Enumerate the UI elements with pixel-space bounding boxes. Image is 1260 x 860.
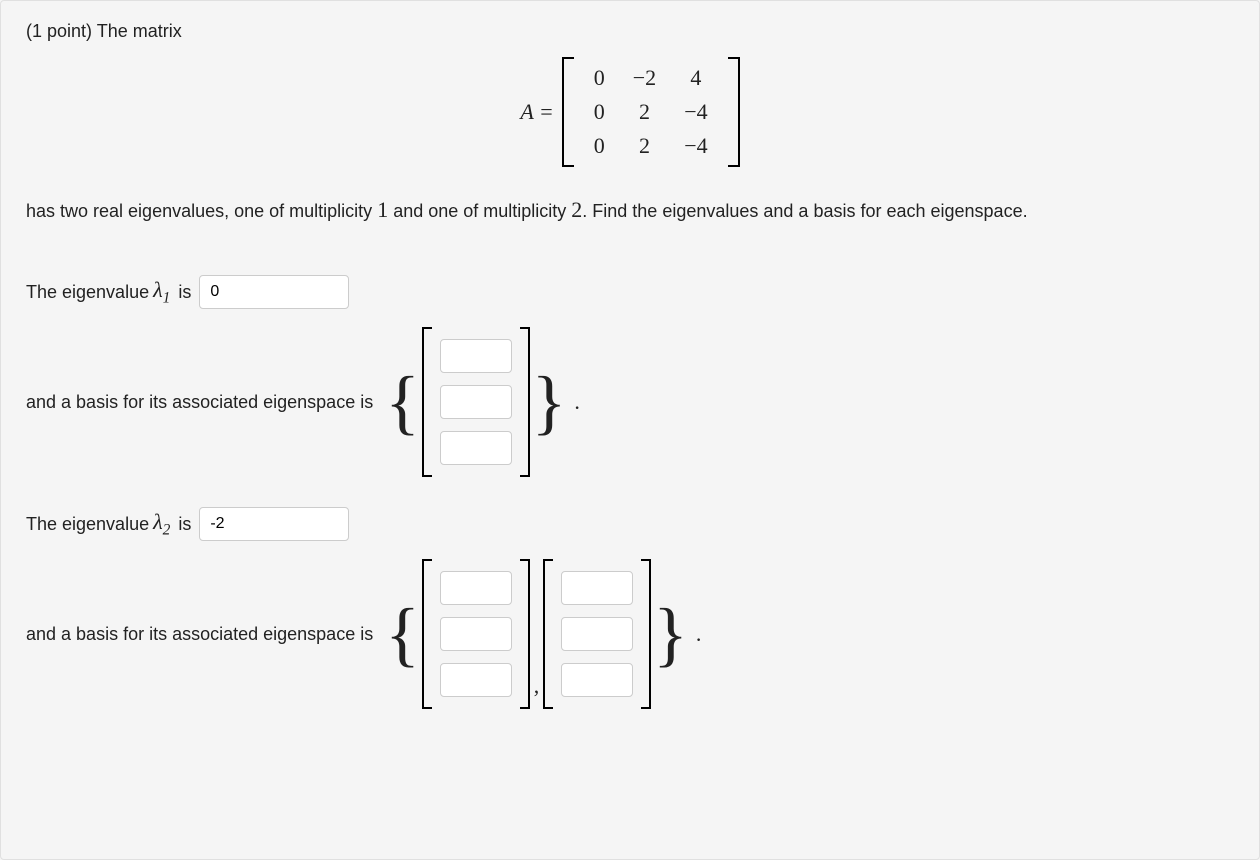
basis-2-v1-entry-3[interactable] <box>440 663 512 697</box>
matrix-body: 0 −2 4 0 2 −4 0 2 −4 <box>580 61 722 163</box>
matrix-cell: 4 <box>670 61 721 95</box>
matrix-cell: −4 <box>670 95 721 129</box>
matrix-cell: 2 <box>619 95 670 129</box>
basis-2-v2-entry-3[interactable] <box>561 663 633 697</box>
basis-1-label: and a basis for its associated eigenspac… <box>26 392 373 413</box>
matrix-A-label: A = <box>520 99 553 125</box>
lambda-1-symbol: λ1 <box>153 277 170 307</box>
matrix-cell: 0 <box>580 61 619 95</box>
eigenvalue-2-label-post: is <box>178 514 191 535</box>
period: . <box>696 621 702 647</box>
left-curly-icon: { <box>385 366 420 438</box>
vector-left-bracket <box>543 559 553 709</box>
matrix-cell: 2 <box>619 129 670 163</box>
matrix-cell: −2 <box>619 61 670 95</box>
matrix-cell: 0 <box>580 129 619 163</box>
eigenvalue-1-label-post: is <box>178 282 191 303</box>
basis-2-v1-entry-1[interactable] <box>440 571 512 605</box>
problem-description: has two real eigenvalues, one of multipl… <box>26 192 1234 227</box>
matrix-cell: 0 <box>580 95 619 129</box>
basis-1-v1-entry-1[interactable] <box>440 339 512 373</box>
basis-1-v1-entry-2[interactable] <box>440 385 512 419</box>
problem-container: (1 point) The matrix A = 0 −2 4 0 2 −4 0… <box>0 0 1260 860</box>
basis-1-block: and a basis for its associated eigenspac… <box>26 327 1234 477</box>
matrix-row: 0 −2 4 <box>580 61 722 95</box>
matrix-row: 0 2 −4 <box>580 129 722 163</box>
basis-1-vector-1 <box>422 327 530 477</box>
eigenvalue-1-input[interactable] <box>199 275 349 309</box>
vector-left-bracket <box>422 559 432 709</box>
matrix-right-bracket <box>728 57 740 167</box>
vector-right-bracket <box>520 559 530 709</box>
problem-intro: (1 point) The matrix <box>26 21 1234 42</box>
lambda-2-symbol: λ2 <box>153 509 170 539</box>
matrix-A-display: A = 0 −2 4 0 2 −4 0 2 −4 <box>26 57 1234 167</box>
right-curly-icon: } <box>532 366 567 438</box>
eigenvalue-1-row: The eigenvalue λ1 is <box>26 275 1234 309</box>
period: . <box>574 389 580 415</box>
intro-text: The matrix <box>97 21 182 41</box>
eigenvalue-2-label-pre: The eigenvalue <box>26 514 149 535</box>
desc-text: and one of multiplicity <box>388 201 571 221</box>
basis-2-vector-1 <box>422 559 530 709</box>
matrix-cell: −4 <box>670 129 721 163</box>
basis-1-v1-entry-3[interactable] <box>440 431 512 465</box>
vector-right-bracket <box>641 559 651 709</box>
basis-2-vector-2 <box>543 559 651 709</box>
vector-right-bracket <box>520 327 530 477</box>
left-curly-icon: { <box>385 598 420 670</box>
basis-2-v1-entry-2[interactable] <box>440 617 512 651</box>
mult-2: 2 <box>571 197 582 222</box>
basis-2-v2-entry-2[interactable] <box>561 617 633 651</box>
eigenvalue-1-label-pre: The eigenvalue <box>26 282 149 303</box>
eigenvalue-2-row: The eigenvalue λ2 is <box>26 507 1234 541</box>
comma: , <box>534 673 540 699</box>
basis-2-v2-entry-1[interactable] <box>561 571 633 605</box>
basis-2-label: and a basis for its associated eigenspac… <box>26 624 373 645</box>
desc-text: has two real eigenvalues, one of multipl… <box>26 201 377 221</box>
mult-1: 1 <box>377 197 388 222</box>
basis-2-block: and a basis for its associated eigenspac… <box>26 559 1234 709</box>
matrix-left-bracket <box>562 57 574 167</box>
right-curly-icon: } <box>653 598 688 670</box>
eigenvalue-2-input[interactable] <box>199 507 349 541</box>
matrix-row: 0 2 −4 <box>580 95 722 129</box>
desc-text: . Find the eigenvalues and a basis for e… <box>582 201 1027 221</box>
vector-left-bracket <box>422 327 432 477</box>
points-label: (1 point) <box>26 21 97 41</box>
